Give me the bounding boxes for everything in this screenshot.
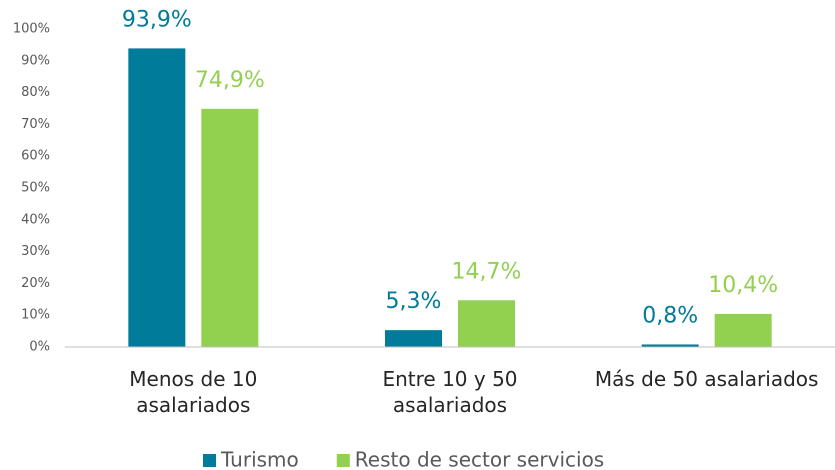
y-tick-label: 40% [21, 212, 50, 227]
y-tick-label: 80% [21, 85, 50, 100]
y-tick-label: 10% [21, 308, 50, 323]
data-label: 93,9% [122, 7, 192, 32]
data-label: 14,7% [452, 259, 522, 284]
legend-swatch [203, 454, 216, 467]
y-tick-label: 50% [21, 181, 50, 196]
x-tick-label: Menos de 10 asalariados [129, 367, 258, 417]
y-tick-label: 90% [21, 53, 50, 68]
y-tick-label: 100% [13, 22, 50, 37]
y-tick-label: 20% [21, 276, 50, 291]
y-tick-label: 0% [29, 340, 50, 355]
legend-swatch [336, 454, 350, 467]
data-label: 5,3% [386, 289, 442, 314]
x-tick-label: Entre 10 y 50 asalariados [382, 367, 518, 417]
x-tick-label: Más de 50 asalariados [594, 367, 819, 391]
bar [714, 313, 772, 347]
data-label: 10,4% [708, 273, 778, 298]
bar [128, 48, 186, 347]
legend-label: Resto de sector servicios [355, 448, 604, 470]
bar [201, 108, 259, 348]
bar [458, 300, 515, 347]
data-label: 74,9% [195, 68, 265, 93]
y-tick-label: 70% [21, 117, 50, 132]
bar [385, 330, 442, 347]
data-label: 0,8% [642, 303, 698, 328]
y-tick-label: 30% [21, 244, 50, 259]
y-tick-label: 60% [21, 149, 50, 164]
legend-label: Turismo [220, 448, 299, 470]
bar [641, 344, 699, 347]
